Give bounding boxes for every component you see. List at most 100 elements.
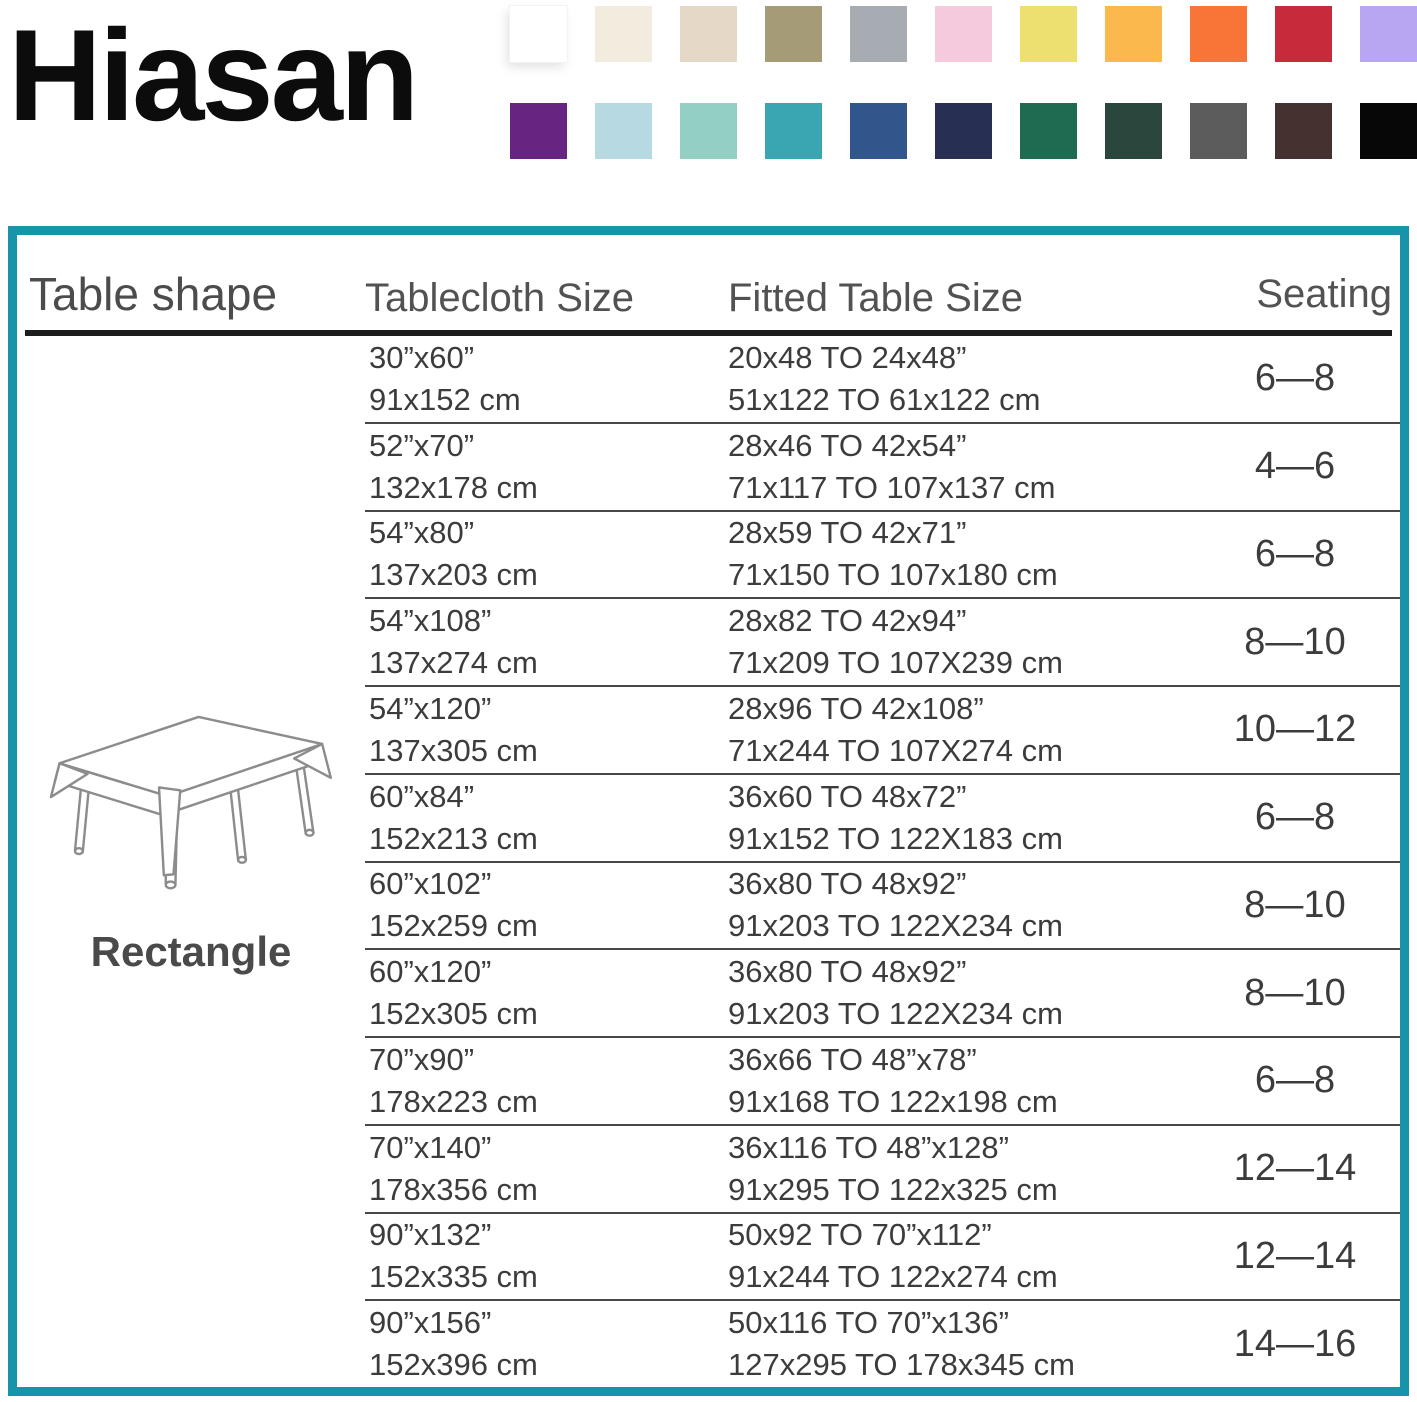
swatch-gray <box>850 6 907 62</box>
header-divider <box>25 330 1392 336</box>
seating-cell: 4—6 <box>1254 445 1336 488</box>
fitted-size-inches: 50x116 TO 70”x136” <box>728 1305 1009 1341</box>
tablecloth-size-inches: 54”x120” <box>369 690 492 726</box>
fitted-size-cm: 71x150 TO 107x180 cm <box>728 557 1058 593</box>
tablecloth-size-cm: 91x152 cm <box>369 381 521 417</box>
swatch-yellow <box>1020 6 1077 62</box>
tablecloth-size-inches: 60”x102” <box>369 866 492 902</box>
tablecloth-size-cell: 70”x90” 178x223 cm <box>369 1039 538 1123</box>
seating-cell: 6—8 <box>1254 1059 1336 1102</box>
swatch-red <box>1275 6 1332 62</box>
fitted-table-size-cell: 36x116 TO 48”x128” 91x295 TO 122x325 cm <box>728 1127 1058 1211</box>
fitted-size-cm: 91x203 TO 122X234 cm <box>728 908 1063 944</box>
brand-logo: Hiasan <box>8 2 419 148</box>
tablecloth-size-cell: 30”x60” 91x152 cm <box>369 337 521 421</box>
fitted-table-size-cell: 28x59 TO 42x71” 71x150 TO 107x180 cm <box>728 512 1058 596</box>
table-row: 54”x80” 137x203 cm 28x59 TO 42x71” 71x15… <box>365 509 1400 598</box>
tablecloth-size-cm: 152x213 cm <box>369 820 538 856</box>
swatch-aqua <box>680 103 737 159</box>
tablecloth-size-cm: 152x259 cm <box>369 908 538 944</box>
fitted-size-cm: 91x168 TO 122x198 cm <box>728 1083 1058 1119</box>
tablecloth-size-cell: 90”x132” 152x335 cm <box>369 1214 538 1298</box>
tablecloth-size-inches: 90”x156” <box>369 1305 492 1341</box>
table-row: 60”x102” 152x259 cm 36x80 TO 48x92” 91x2… <box>365 860 1400 949</box>
fitted-table-size-cell: 50x116 TO 70”x136” 127x295 TO 178x345 cm <box>728 1302 1075 1386</box>
fitted-table-size-cell: 20x48 TO 24x48” 51x122 TO 61x122 cm <box>728 337 1041 421</box>
tablecloth-size-cm: 152x335 cm <box>369 1259 538 1295</box>
table-row: 90”x156” 152x396 cm 50x116 TO 70”x136” 1… <box>365 1299 1400 1387</box>
fitted-size-inches: 36x60 TO 48x72” <box>728 778 967 814</box>
seating-cell: 8—10 <box>1244 971 1346 1014</box>
swatch-khaki <box>765 6 822 62</box>
fitted-table-size-cell: 28x96 TO 42x108” 71x244 TO 107X274 cm <box>728 688 1063 772</box>
fitted-size-inches: 20x48 TO 24x48” <box>728 339 967 375</box>
fitted-size-cm: 91x152 TO 122X183 cm <box>728 820 1063 856</box>
swatch-ivory <box>595 6 652 62</box>
fitted-size-inches: 28x59 TO 42x71” <box>728 515 967 551</box>
swatch-green <box>1020 103 1077 159</box>
tablecloth-size-cell: 54”x80” 137x203 cm <box>369 512 538 596</box>
swatch-gold <box>1105 6 1162 62</box>
swatch-navy <box>935 103 992 159</box>
size-chart: Table shape Tablecloth Size Fitted Table… <box>8 226 1409 1396</box>
tablecloth-size-cm: 178x223 cm <box>369 1083 538 1119</box>
seating-cell: 8—10 <box>1244 620 1346 663</box>
tablecloth-size-inches: 30”x60” <box>369 339 475 375</box>
fitted-size-cm: 127x295 TO 178x345 cm <box>728 1347 1075 1383</box>
header-tablecloth-size: Tablecloth Size <box>365 276 635 320</box>
tablecloth-size-cm: 137x203 cm <box>369 557 538 593</box>
swatch-white <box>509 5 568 63</box>
tablecloth-size-cell: 60”x102” 152x259 cm <box>369 863 538 947</box>
seating-cell: 14—16 <box>1233 1322 1357 1365</box>
fitted-size-cm: 51x122 TO 61x122 cm <box>728 381 1041 417</box>
fitted-table-size-cell: 36x80 TO 48x92” 91x203 TO 122X234 cm <box>728 951 1063 1035</box>
fitted-size-cm: 91x244 TO 122x274 cm <box>728 1259 1058 1295</box>
tablecloth-size-inches: 60”x84” <box>369 778 475 814</box>
size-rows: 30”x60” 91x152 cm 20x48 TO 24x48” 51x122… <box>365 336 1400 1387</box>
fitted-table-size-cell: 28x46 TO 42x54” 71x117 TO 107x137 cm <box>728 425 1055 509</box>
table-row: 52”x70” 132x178 cm 28x46 TO 42x54” 71x11… <box>365 421 1400 510</box>
fitted-table-size-cell: 50x92 TO 70”x112” 91x244 TO 122x274 cm <box>728 1214 1058 1298</box>
fitted-size-inches: 36x80 TO 48x92” <box>728 954 967 990</box>
tablecloth-size-cm: 178x356 cm <box>369 1171 538 1207</box>
header-seating: Seating <box>1256 272 1392 316</box>
fitted-size-inches: 36x80 TO 48x92” <box>728 866 967 902</box>
seating-cell: 6—8 <box>1254 796 1336 839</box>
tablecloth-size-cm: 152x305 cm <box>369 996 538 1032</box>
swatch-teal <box>765 103 822 159</box>
table-row: 54”x120” 137x305 cm 28x96 TO 42x108” 71x… <box>365 685 1400 773</box>
fitted-size-cm: 71x209 TO 107X239 cm <box>728 645 1063 681</box>
table-row: 54”x108” 137x274 cm 28x82 TO 42x94” 71x2… <box>365 597 1400 685</box>
tablecloth-size-inches: 90”x132” <box>369 1217 492 1253</box>
fitted-size-cm: 91x203 TO 122X234 cm <box>728 996 1063 1032</box>
fitted-table-size-cell: 36x80 TO 48x92” 91x203 TO 122X234 cm <box>728 863 1063 947</box>
swatch-row-1 <box>509 5 1417 63</box>
swatch-steel-blue <box>850 103 907 159</box>
fitted-size-cm: 71x117 TO 107x137 cm <box>728 469 1056 505</box>
table-row: 70”x140” 178x356 cm 36x116 TO 48”x128” 9… <box>365 1123 1400 1212</box>
tablecloth-size-inches: 52”x70” <box>369 427 475 463</box>
tablecloth-size-inches: 70”x140” <box>369 1129 492 1165</box>
tablecloth-size-cm: 132x178 cm <box>369 469 538 505</box>
tablecloth-size-inches: 54”x80” <box>369 515 475 551</box>
tablecloth-size-cell: 54”x120” 137x305 cm <box>369 688 538 772</box>
fitted-size-inches: 28x96 TO 42x108” <box>728 690 984 726</box>
tablecloth-size-cell: 90”x156” 152x396 cm <box>369 1302 538 1386</box>
tablecloth-size-cm: 152x396 cm <box>369 1347 538 1383</box>
fitted-size-inches: 28x46 TO 42x54” <box>728 427 967 463</box>
tablecloth-size-cell: 52”x70” 132x178 cm <box>369 425 538 509</box>
seating-cell: 12—14 <box>1233 1147 1357 1190</box>
swatch-lavender <box>1360 6 1417 62</box>
swatch-black <box>1360 103 1417 159</box>
shape-label: Rectangle <box>90 928 292 975</box>
table-row: 30”x60” 91x152 cm 20x48 TO 24x48” 51x122… <box>365 336 1400 422</box>
fitted-size-inches: 50x92 TO 70”x112” <box>728 1217 992 1253</box>
fitted-size-cm: 91x295 TO 122x325 cm <box>728 1171 1058 1207</box>
header-table-shape: Table shape <box>29 268 278 320</box>
header-fitted-table-size: Fitted Table Size <box>728 276 1023 320</box>
table-row: 70”x90” 178x223 cm 36x66 TO 48”x78” 91x1… <box>365 1036 1400 1124</box>
rectangle-table-icon <box>49 715 333 890</box>
tablecloth-size-cell: 60”x84” 152x213 cm <box>369 776 538 860</box>
swatch-purple <box>510 103 567 159</box>
color-swatch-grid <box>509 5 1417 159</box>
